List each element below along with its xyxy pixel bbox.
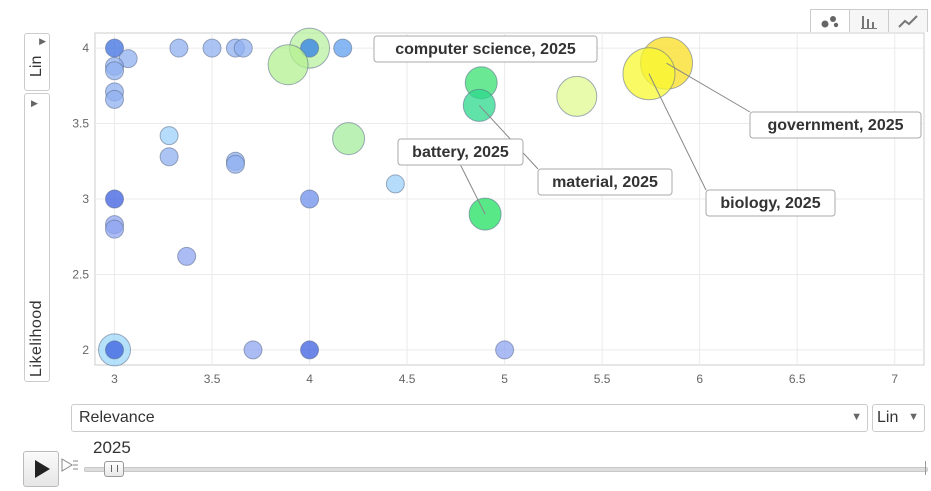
chevron-down-icon: ▼ — [851, 411, 862, 423]
time-slider-handle[interactable] — [104, 461, 124, 477]
dropdown-arrow-icon: ▶ — [39, 36, 46, 46]
y-scale-selector[interactable]: ▶ Lin — [24, 33, 50, 91]
data-bubble[interactable] — [267, 44, 309, 86]
x-tick-label: 3.5 — [204, 372, 221, 386]
annotation-leader-line — [666, 62, 751, 113]
x-axis-label: Relevance — [79, 409, 155, 426]
annotation-label: computer science, 2025 — [395, 41, 576, 58]
annotation-label: government, 2025 — [767, 117, 903, 134]
data-bubble[interactable] — [385, 174, 405, 194]
annotation-label: battery, 2025 — [412, 144, 509, 161]
annotation-leader-line — [460, 164, 486, 215]
x-tick-label: 6.5 — [789, 372, 806, 386]
annotation-label: material, 2025 — [552, 174, 658, 191]
current-time-label: 2025 — [93, 438, 131, 457]
data-bubble[interactable] — [177, 246, 197, 266]
bar-view-tab[interactable] — [849, 9, 889, 32]
data-bubble[interactable] — [202, 38, 222, 58]
data-bubble[interactable] — [495, 340, 515, 360]
x-tick-label: 6 — [696, 372, 703, 386]
bubble-view-tab[interactable] — [810, 9, 850, 32]
y-tick-label: 3.5 — [72, 117, 89, 131]
annotations: computer science, 2025 material, 2025 batt… — [373, 35, 922, 217]
annotation-leader-line — [478, 105, 539, 170]
annotation-box — [397, 138, 524, 166]
data-bubble[interactable] — [300, 38, 320, 58]
time-slider-track[interactable] — [84, 467, 928, 472]
y-axis-label: Likelihood — [28, 299, 45, 377]
data-bubble[interactable] — [225, 154, 245, 174]
x-tick-label: 7 — [891, 372, 898, 386]
chevron-down-icon: ▼ — [908, 411, 919, 423]
x-tick-label: 4 — [306, 372, 313, 386]
data-bubble[interactable] — [105, 61, 125, 81]
data-bubble[interactable] — [556, 75, 598, 117]
x-scale-label: Lin — [877, 409, 899, 426]
x-tick-label: 5 — [501, 372, 508, 386]
x-axis-variable-selector[interactable]: Relevance ▼ — [71, 404, 868, 432]
x-scale-selector[interactable]: Lin ▼ — [872, 404, 925, 432]
data-bubble[interactable] — [105, 340, 125, 360]
axis-ticks: 3 3.5 4 4.5 5 5.5 6 6.5 7 2 2.5 3 3.5 4 — [72, 41, 898, 386]
y-tick-label: 2.5 — [72, 267, 89, 281]
y-tick-label: 3 — [82, 192, 89, 206]
x-tick-label: 4.5 — [399, 372, 416, 386]
dropdown-arrow-icon: ▶ — [31, 98, 38, 108]
annotation-box — [749, 111, 922, 139]
playback-speed-icon[interactable] — [61, 457, 79, 473]
bubble-chart-plot: computer science, 2025 material, 2025 batt… — [72, 27, 925, 386]
x-tick-label: 3 — [111, 372, 118, 386]
data-bubble[interactable] — [243, 340, 263, 360]
annotation-box — [373, 35, 598, 63]
annotation-label: biology, 2025 — [720, 195, 820, 212]
bubble-chart-icon — [821, 16, 839, 28]
annotation-box — [705, 189, 836, 217]
play-icon — [35, 460, 50, 478]
x-tick-label: 5.5 — [594, 372, 611, 386]
annotation-box — [537, 168, 673, 196]
data-bubble[interactable] — [332, 122, 366, 156]
data-bubble[interactable] — [300, 340, 320, 360]
data-bubble[interactable] — [233, 38, 253, 58]
data-bubble[interactable] — [105, 89, 125, 109]
data-bubble[interactable] — [300, 189, 320, 209]
y-axis-variable-selector[interactable]: ▶ Likelihood — [24, 93, 50, 382]
chart-view-tabs — [810, 9, 928, 32]
data-bubble[interactable] — [169, 38, 189, 58]
time-slider-end — [925, 461, 926, 475]
line-chart-icon — [898, 15, 918, 28]
data-bubble[interactable] — [105, 219, 125, 239]
line-view-tab[interactable] — [888, 9, 928, 32]
data-bubble[interactable] — [159, 147, 179, 167]
annotation-leader-line — [648, 73, 707, 191]
y-tick-label: 4 — [82, 41, 89, 55]
bar-chart-icon — [861, 16, 877, 29]
data-bubble[interactable] — [333, 38, 353, 58]
y-tick-label: 2 — [82, 343, 89, 357]
data-bubble[interactable] — [159, 126, 179, 146]
play-button[interactable] — [23, 451, 59, 487]
y-scale-label: Lin — [28, 55, 45, 77]
data-bubble[interactable] — [105, 189, 125, 209]
